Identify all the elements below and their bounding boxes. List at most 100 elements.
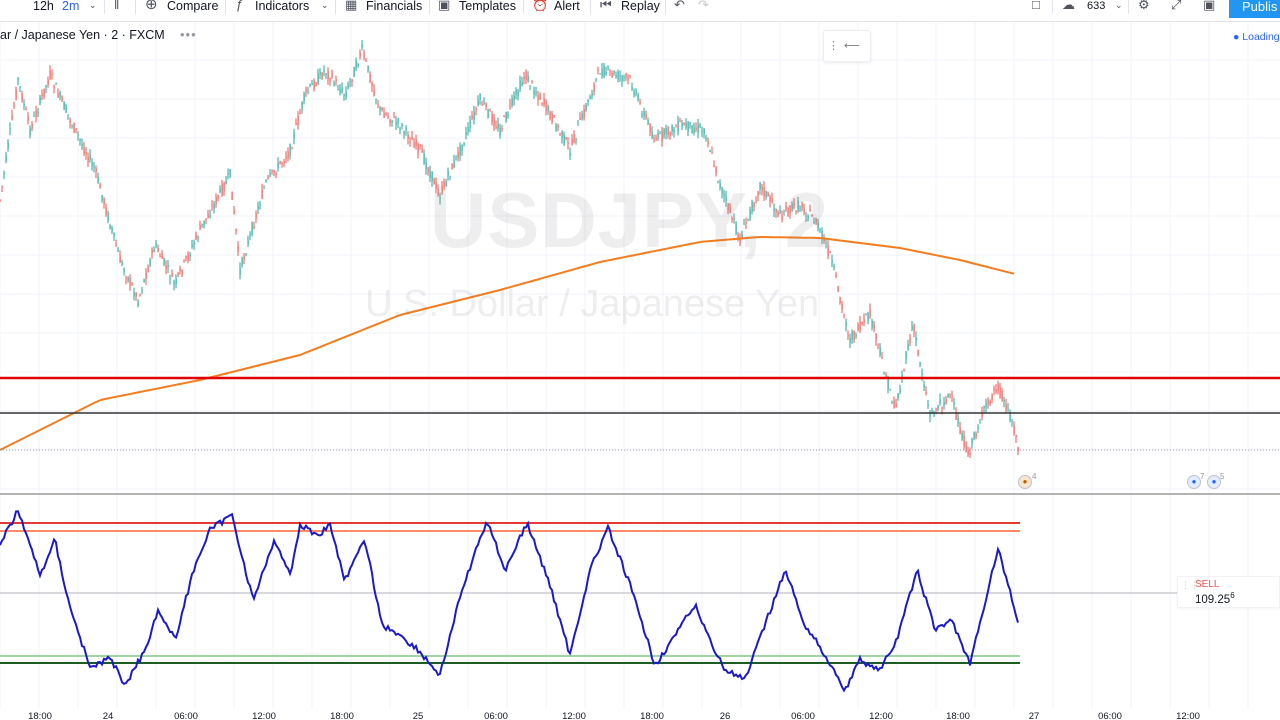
interval-2m[interactable]: 2m <box>62 0 80 13</box>
event-marker-icon[interactable]: ● <box>1018 475 1032 489</box>
candle-body <box>925 391 927 395</box>
candle-body <box>531 80 533 83</box>
toolbar-divider <box>429 0 430 14</box>
redo-icon[interactable]: ↷ <box>698 0 709 12</box>
candle-body <box>569 152 571 156</box>
publish-button[interactable]: Publis <box>1229 0 1280 18</box>
candle-body <box>427 168 429 173</box>
toolbar-divider <box>335 0 336 14</box>
alert-clock-icon[interactable]: ⏰ <box>532 0 549 12</box>
compare-button[interactable]: Compare <box>167 0 219 13</box>
chevron-down-icon[interactable]: ⌄ <box>321 0 329 10</box>
symbol-title[interactable]: ar / Japanese Yen · 2 · FXCM <box>0 28 165 42</box>
candle-body <box>823 238 825 242</box>
candle-body <box>799 207 801 209</box>
candle-body <box>79 139 81 141</box>
horizontal-line-icon[interactable]: ⟵ <box>844 40 860 52</box>
candle-body <box>1011 420 1013 422</box>
more-options-icon[interactable]: ••• <box>180 27 197 42</box>
candle-body <box>143 279 145 282</box>
candle-body <box>395 121 397 125</box>
candle-body <box>521 82 523 86</box>
financials-button[interactable]: Financials <box>366 0 423 13</box>
chevron-down-icon[interactable]: ⌄ <box>1115 0 1123 10</box>
drag-handle-icon[interactable]: ⋮ <box>828 40 839 52</box>
fullscreen-square-icon[interactable]: □ <box>1032 0 1040 12</box>
candle-body <box>189 254 191 257</box>
indicators-button[interactable]: Indicators <box>255 0 310 13</box>
sell-button[interactable]: ⋮⋮ SELL 109.256 <box>1177 576 1280 608</box>
chevron-down-icon[interactable]: ⌄ <box>89 0 97 10</box>
candle-body <box>77 134 79 136</box>
candle-body <box>115 245 117 247</box>
candle-body <box>207 214 209 218</box>
interval-12h[interactable]: 12h <box>33 0 54 13</box>
templates-icon[interactable]: ▣ <box>438 0 451 12</box>
candle-body <box>605 72 607 74</box>
sell-label: SELL <box>1195 579 1220 590</box>
floating-drawing-widget[interactable]: ⋮ ⟵ <box>823 30 871 62</box>
candle-body <box>181 269 183 275</box>
candle-body <box>543 98 545 105</box>
candle-body <box>883 372 885 374</box>
indicators-icon[interactable]: ƒ <box>236 0 244 12</box>
replay-button[interactable]: Replay <box>621 0 660 13</box>
candle-body <box>1013 425 1015 434</box>
candle-body <box>265 180 267 182</box>
camera-icon[interactable]: ▣ <box>1203 0 1216 12</box>
alert-button[interactable]: Alert <box>554 0 580 13</box>
candle-body <box>663 128 665 136</box>
us-flag-event-icon[interactable]: ● <box>1187 475 1201 489</box>
candle-body <box>801 203 803 209</box>
candle-body <box>847 335 849 337</box>
candle-body <box>479 94 481 100</box>
gear-icon[interactable]: ⚙ <box>1138 0 1150 12</box>
candle-body <box>375 98 377 100</box>
candle-body <box>223 182 225 192</box>
candle-body <box>239 267 241 276</box>
candle-body <box>91 162 93 166</box>
candle-body <box>393 116 395 118</box>
candle-body <box>441 185 443 194</box>
candle-body <box>627 77 629 80</box>
us-flag-event-icon[interactable]: ● <box>1207 475 1221 489</box>
candle-body <box>83 147 85 154</box>
bar-style-icon[interactable]: ‖ <box>114 0 120 12</box>
candle-body <box>495 126 497 128</box>
undo-icon[interactable]: ↶ <box>674 0 685 12</box>
candle-body <box>751 201 753 212</box>
candle-body <box>293 132 295 139</box>
candle-body <box>389 119 391 123</box>
candle-body <box>47 79 49 85</box>
candle-body <box>831 259 833 263</box>
candle-body <box>931 409 933 413</box>
candle-body <box>549 111 551 119</box>
candle-body <box>331 73 333 77</box>
candle-body <box>977 427 979 429</box>
plus-circle-icon[interactable]: ⊕ <box>145 0 158 13</box>
candle-body <box>679 120 681 122</box>
candle-body <box>887 377 889 390</box>
watermark-symbol: USDJPY, 2 <box>430 176 830 264</box>
candle-body <box>581 113 583 119</box>
financials-icon[interactable]: ▦ <box>345 0 358 12</box>
drag-handle-icon[interactable]: ⋮⋮ <box>1181 580 1199 590</box>
candle-body <box>943 402 945 405</box>
candle-body <box>59 92 61 98</box>
fullscreen-icon[interactable]: ⤢ <box>1171 0 1182 12</box>
candle-body <box>33 115 35 117</box>
candle-body <box>161 253 163 259</box>
candle-body <box>329 78 331 82</box>
candle-body <box>635 89 637 94</box>
candle-body <box>315 83 317 86</box>
candle-body <box>417 143 419 154</box>
candle-body <box>963 436 965 447</box>
candle-body <box>629 75 631 77</box>
cloud-icon[interactable]: ☁ <box>1062 0 1075 12</box>
candle-body <box>423 153 425 164</box>
candle-body <box>771 198 773 204</box>
templates-button[interactable]: Templates <box>459 0 516 13</box>
replay-icon[interactable]: ⏮ <box>600 0 612 12</box>
candle-body <box>419 144 421 147</box>
